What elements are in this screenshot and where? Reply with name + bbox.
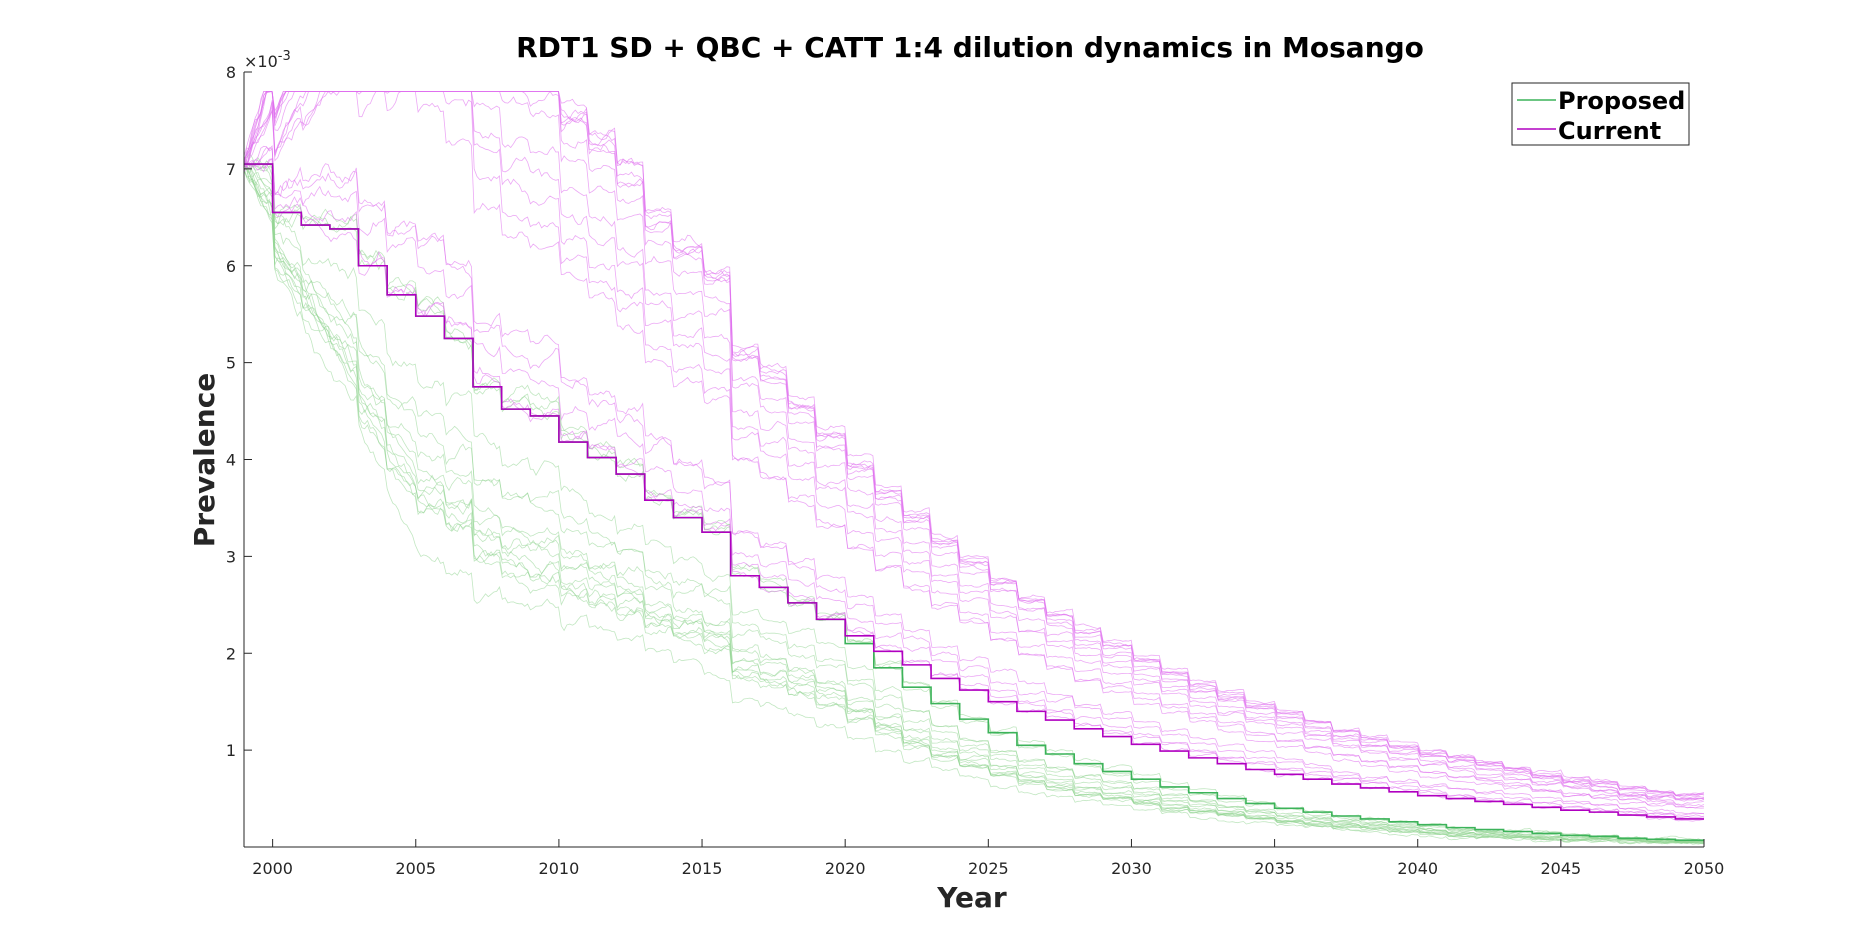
- realization-line: [243, 163, 1705, 842]
- realization-line: [243, 162, 1705, 843]
- realization-line: [243, 170, 1704, 843]
- realization-line: [243, 91, 1705, 796]
- legend: Proposed Current: [1511, 82, 1690, 146]
- series-line-proposed: [244, 163, 1704, 842]
- realization-line: [243, 158, 1705, 843]
- x-tick-label: 2005: [395, 859, 436, 878]
- x-axis-ticks: 2000 2005 2010 2015 2020 2025 2030 2035 2040 2045…: [252, 839, 1724, 878]
- y-tick-label: 1: [226, 741, 236, 760]
- x-tick-label: 2030: [1111, 859, 1152, 878]
- realization-line: [243, 90, 1704, 809]
- y-axis-title: Prevalence: [188, 373, 221, 548]
- realization-line: [243, 159, 1705, 843]
- legend-label-proposed: Proposed: [1558, 87, 1685, 115]
- realization-line: [243, 144, 1705, 815]
- x-tick-label: 2035: [1254, 859, 1295, 878]
- y-tick-label: 8: [226, 63, 236, 82]
- x-tick-label: 2000: [252, 859, 293, 878]
- realization-line: [243, 170, 1705, 845]
- series-line-current: [244, 163, 1704, 820]
- realization-line: [243, 147, 1705, 819]
- legend-label-current: Current: [1558, 117, 1661, 145]
- chart-title: RDT1 SD + QBC + CATT 1:4 dilution dynami…: [516, 31, 1424, 64]
- realization-line: [243, 163, 1705, 844]
- realization-line: [243, 166, 1705, 845]
- x-tick-label: 2015: [682, 859, 723, 878]
- y-tick-label: 2: [226, 644, 236, 663]
- realization-line: [243, 91, 1705, 806]
- y-exponent-base: ×10: [244, 52, 278, 71]
- y-exponent-label: ×10-3: [244, 49, 291, 71]
- realization-line: [243, 158, 1705, 818]
- y-tick-label: 3: [226, 547, 236, 566]
- x-tick-label: 2010: [539, 859, 580, 878]
- x-tick-label: 2045: [1541, 859, 1582, 878]
- x-axis-title: Year: [936, 881, 1007, 914]
- legend-box: [1511, 82, 1690, 146]
- realization-line: [243, 164, 1705, 845]
- x-tick-label: 2040: [1397, 859, 1438, 878]
- y-axis-ticks: 1 2 3 4 5 6 7 8: [226, 63, 252, 760]
- x-tick-label: 2020: [825, 859, 866, 878]
- realization-line: [243, 91, 1705, 807]
- realization-line: [243, 145, 1705, 816]
- y-exponent-power: -3: [278, 49, 291, 64]
- realization-line: [243, 160, 1705, 844]
- y-tick-label: 5: [226, 354, 236, 373]
- realization-line: [243, 91, 1704, 801]
- main-series-lines: [244, 163, 1704, 842]
- realization-line: [243, 90, 1705, 802]
- y-tick-label: 7: [226, 160, 236, 179]
- y-tick-label: 4: [226, 451, 236, 470]
- realization-line: [243, 165, 1705, 844]
- realization-line: [243, 90, 1705, 800]
- realization-line: [243, 91, 1705, 801]
- realization-lines: [243, 90, 1705, 845]
- x-tick-label: 2025: [968, 859, 1009, 878]
- x-tick-label: 2050: [1684, 859, 1725, 878]
- y-tick-label: 6: [226, 257, 236, 276]
- realization-line: [243, 90, 1705, 809]
